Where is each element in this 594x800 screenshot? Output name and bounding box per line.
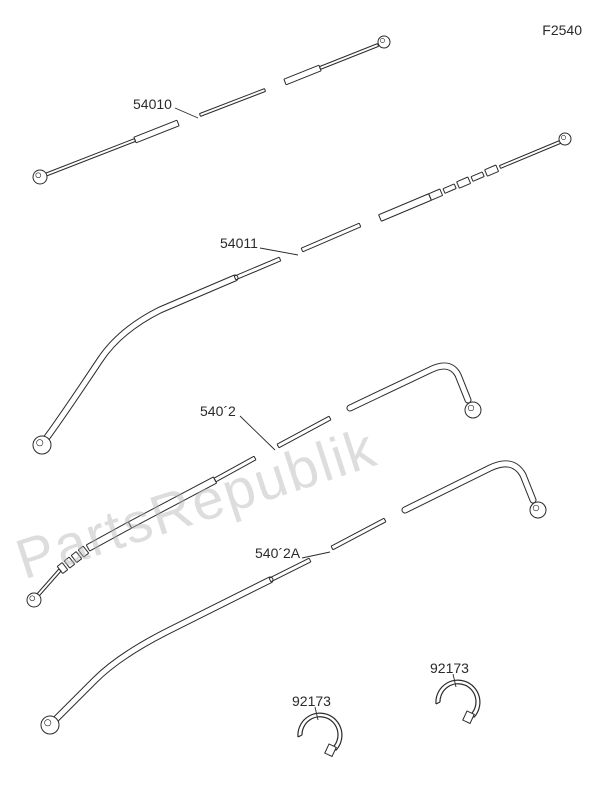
- part-label-92173a: 92173: [292, 693, 331, 709]
- part-label-92173b: 92173: [430, 660, 469, 676]
- part-label-54011: 54011: [220, 235, 258, 251]
- diagram-container: PartsRepublik F2540 5401054011540´2540´2…: [0, 0, 594, 800]
- cable-4: [55, 464, 533, 720]
- part-label-54012A: 540´2A: [255, 545, 300, 561]
- diagram-code-label: F2540: [542, 22, 582, 38]
- part-label-54010: 54010: [133, 96, 172, 112]
- part-label-54012: 540´2: [200, 403, 236, 419]
- cable-3: [350, 366, 468, 408]
- parts-diagram-svg: [0, 0, 594, 800]
